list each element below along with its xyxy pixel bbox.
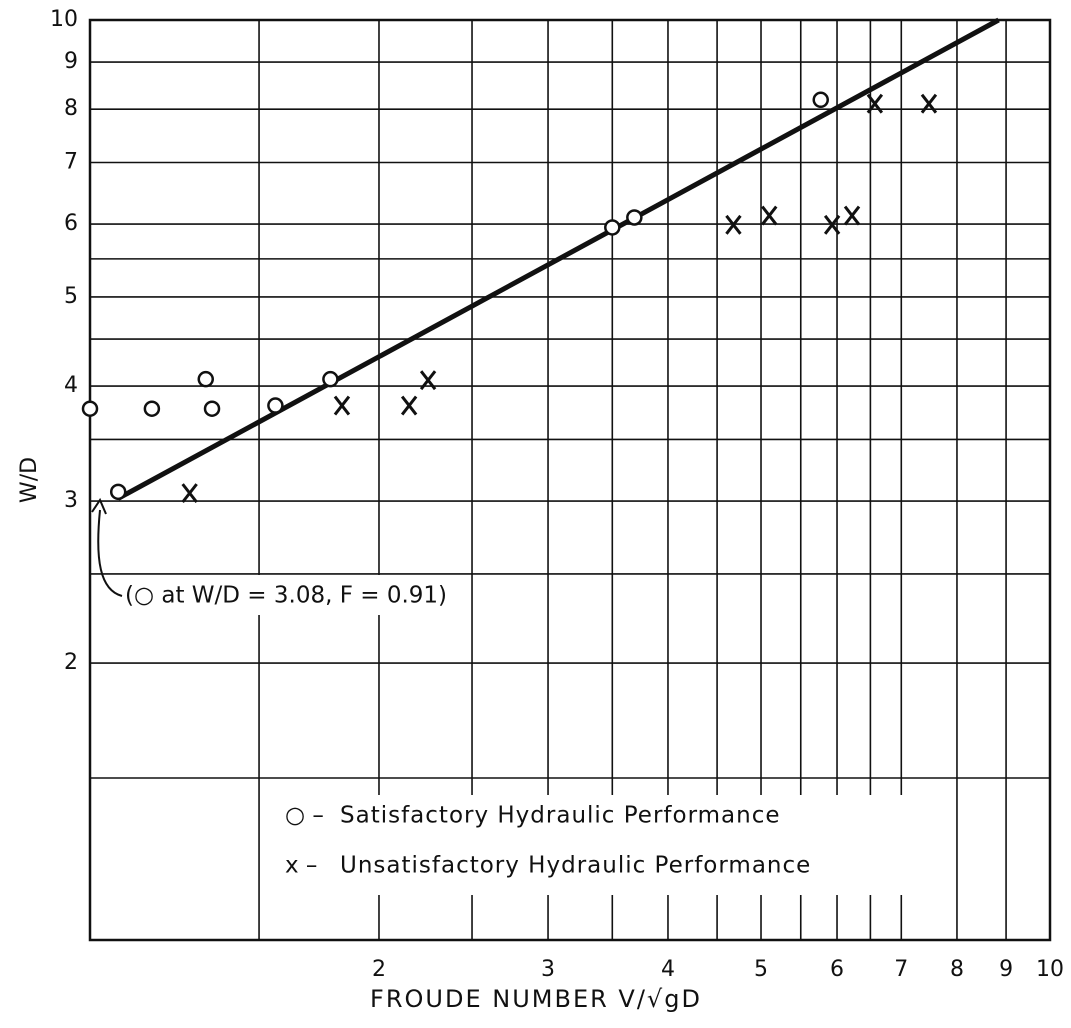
y-tick-label: 8 xyxy=(64,96,78,121)
y-tick-label: 10 xyxy=(50,7,78,32)
legend-marker: x – xyxy=(285,853,317,879)
point xyxy=(823,214,841,235)
y-tick-label: 5 xyxy=(64,284,78,309)
point xyxy=(920,93,938,114)
fit-line xyxy=(117,17,1000,501)
point xyxy=(866,93,884,114)
point xyxy=(143,400,161,417)
point xyxy=(203,400,221,417)
x-tick-label: 5 xyxy=(754,957,768,982)
y-tick-label: 3 xyxy=(64,488,78,513)
x-tick-label: 8 xyxy=(950,957,964,982)
y-tick-label: 2 xyxy=(64,650,78,675)
legend-marker: ○ – xyxy=(285,803,324,829)
x-tick-label: 6 xyxy=(830,957,844,982)
point xyxy=(400,395,418,416)
x-tick-label: 10 xyxy=(1036,957,1064,982)
point xyxy=(322,370,339,388)
point xyxy=(109,483,127,501)
y-tick-label: 9 xyxy=(64,49,78,74)
point xyxy=(725,214,742,235)
point xyxy=(181,483,198,504)
point xyxy=(604,219,621,236)
legend-label: Unsatisfactory Hydraulic Performance xyxy=(340,853,811,879)
annotation-arrow xyxy=(91,497,123,597)
legend-label: Satisfactory Hydraulic Performance xyxy=(340,803,781,829)
legend-background xyxy=(270,795,930,895)
y-axis-label: W/D xyxy=(17,457,42,503)
point xyxy=(843,205,861,226)
x-axis-label: FROUDE NUMBER V/√gD xyxy=(370,985,702,1013)
annotation-background xyxy=(110,575,410,615)
point xyxy=(267,397,284,414)
x-tick-label: 9 xyxy=(999,957,1013,982)
annotation: (○ at W/D = 3.08, F = 0.91) xyxy=(125,583,447,609)
point xyxy=(81,400,99,417)
x-tick-label: 7 xyxy=(894,957,908,982)
x-tick-label: 2 xyxy=(372,957,386,982)
point xyxy=(419,370,437,391)
y-tick-label: 6 xyxy=(64,211,78,236)
y-tick-label: 7 xyxy=(64,150,78,175)
point xyxy=(333,395,351,416)
point xyxy=(626,209,643,226)
point xyxy=(812,91,829,109)
plot-frame xyxy=(88,18,1052,942)
x-tick-label: 4 xyxy=(661,957,675,982)
point xyxy=(197,370,215,388)
y-tick-label: 4 xyxy=(64,373,78,398)
x-tick-label: 3 xyxy=(541,957,555,982)
point xyxy=(761,205,778,226)
